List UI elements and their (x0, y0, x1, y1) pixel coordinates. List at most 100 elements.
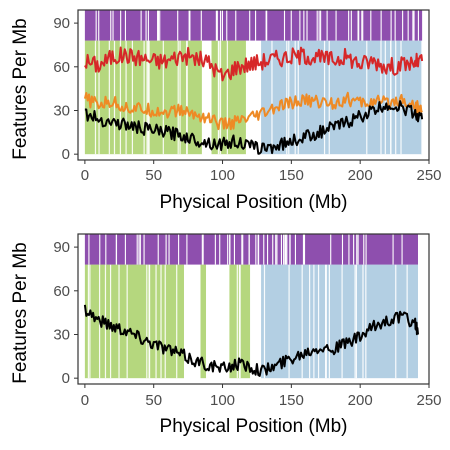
marker-strip-gap (341, 234, 344, 265)
band-gap (209, 40, 211, 155)
marker-strip-gap (157, 234, 159, 265)
band-gap (147, 40, 149, 155)
marker-strip-gap (356, 234, 358, 265)
marker-strip-gap (216, 10, 218, 41)
marker-strip-gap (407, 10, 409, 41)
marker-strip-gap (283, 10, 286, 41)
marker-strip-gap (88, 234, 90, 265)
marker-strip-gap (303, 234, 306, 265)
marker-strip-gaps (88, 234, 403, 265)
marker-strip-gap (201, 234, 203, 265)
y-axis-title: Features Per Mb (10, 18, 31, 160)
marker-strip-gap (361, 10, 363, 41)
marker-strip (84, 234, 418, 265)
y-tick-label: 90 (53, 15, 70, 32)
marker-strip-gap (124, 10, 127, 41)
marker-strip-gap (286, 234, 288, 265)
bottom-chart-panel: 0 30 60 90 0 50 100 150 200 250 Physical Position … (10, 233, 442, 437)
band-gap (317, 264, 320, 379)
band-gap (380, 40, 382, 155)
band-gap (354, 264, 356, 379)
marker-strip-gap (357, 234, 359, 265)
band-gap (366, 40, 368, 155)
marker-strip-gap (394, 10, 396, 41)
marker-strip-gap (365, 234, 367, 265)
marker-strip-gap (280, 234, 282, 265)
band-gap (164, 264, 166, 379)
marker-strip-gap (335, 10, 337, 41)
marker-strip-gap (143, 234, 145, 265)
band-gap (325, 264, 327, 379)
band-gap (203, 40, 205, 155)
band-gap (177, 40, 179, 155)
marker-strip-gap (95, 10, 97, 41)
x-tick-label: 250 (416, 167, 441, 184)
marker-strip-gap (124, 234, 126, 265)
band-gap (191, 264, 193, 379)
marker-strip-gap (226, 10, 228, 41)
marker-strip-gap (140, 10, 142, 41)
marker-strip-gap (249, 10, 251, 41)
band-gap (286, 40, 288, 155)
y-tick-label: 60 (53, 59, 70, 76)
band-gap (395, 264, 397, 379)
band-gap (226, 40, 228, 155)
marker-strip-gap (390, 10, 392, 41)
band-gap (297, 40, 299, 155)
band-gap (325, 264, 327, 379)
band-gap (252, 264, 255, 379)
marker-strip-gap (266, 10, 268, 41)
y-tick-label: 30 (53, 102, 70, 119)
band-gap (160, 264, 162, 379)
plot-frame (77, 233, 430, 385)
band-gap (89, 264, 91, 379)
y-tick-label: 60 (53, 283, 70, 300)
marker-strip-gap (202, 234, 204, 265)
marker-strip-gap (318, 10, 320, 41)
band-gap (119, 40, 122, 155)
band-gap (421, 40, 423, 155)
marker-strip-gap (265, 10, 267, 41)
band-gap (253, 40, 255, 155)
marker-strip-gap (263, 234, 265, 265)
band-gap (143, 40, 145, 155)
band-gap (162, 40, 164, 155)
x-tick-label: 100 (210, 392, 235, 409)
marker-strip-gap (417, 10, 419, 41)
marker-strip-gap (362, 10, 364, 41)
marker-strip-gap (220, 10, 222, 41)
band-gap (207, 40, 209, 155)
marker-strip-gap (299, 10, 301, 41)
band-gap (288, 40, 290, 155)
band-gap (125, 40, 127, 155)
band-gap (87, 264, 90, 379)
marker-strip-gap (177, 10, 179, 41)
marker-strip-gap (229, 234, 231, 265)
marker-strip-gap (168, 234, 170, 265)
marker-strip-gap (178, 234, 180, 265)
marker-strip-gap (136, 234, 138, 265)
marker-strip-gap (110, 10, 112, 41)
marker-strip-gap (157, 10, 159, 41)
marker-strip-gap (284, 234, 286, 265)
band-gap (146, 264, 148, 379)
band-gap (323, 40, 326, 155)
marker-strip-gap (275, 234, 277, 265)
marker-strip-gap (112, 10, 114, 41)
marker-strip-gap (235, 10, 237, 41)
marker-strip-gap (186, 234, 188, 265)
x-axis-title: Physical Position (Mb) (160, 192, 348, 213)
marker-strip-gap (216, 10, 218, 41)
marker-strip-gap (413, 10, 415, 41)
band-gap (252, 40, 254, 155)
plot-frame (77, 9, 430, 161)
band-gap (328, 40, 330, 155)
marker-strip-gap (370, 10, 372, 41)
band-gap (118, 264, 120, 379)
band-gap (288, 264, 290, 379)
band-gap (98, 40, 100, 155)
marker-strip-gap (276, 234, 278, 265)
marker-strip-gap (348, 234, 350, 265)
x-tick-label: 250 (416, 392, 441, 409)
band-gap (219, 40, 222, 155)
